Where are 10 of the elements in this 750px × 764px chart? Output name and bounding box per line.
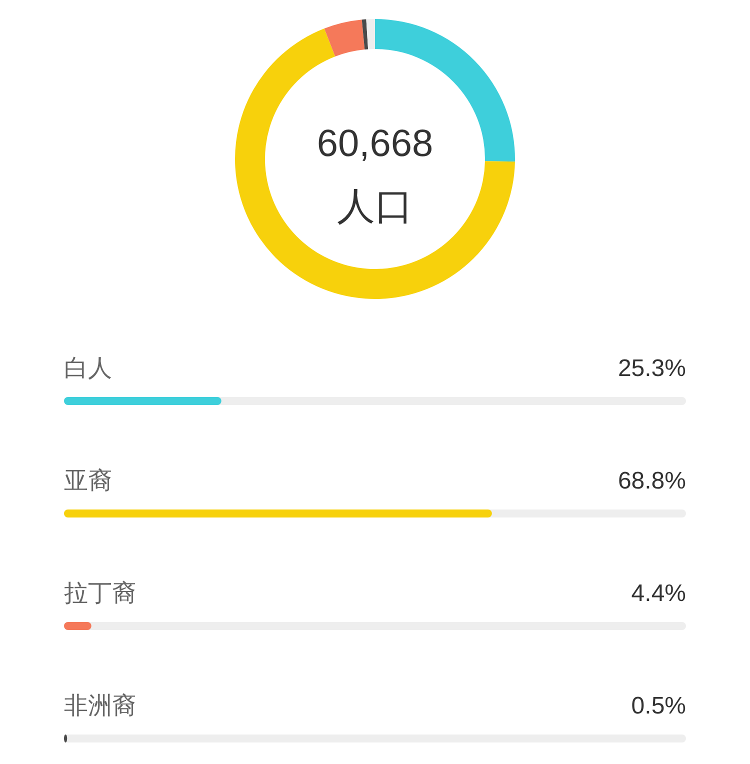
y-tick-label: 拉丁裔 [64, 580, 136, 607]
y-tick-label: 亚裔 [64, 468, 112, 494]
y-tick-label: 非洲裔 [64, 692, 136, 720]
data-label: 0.5% [631, 692, 686, 720]
data-label: 68.8% [618, 468, 686, 494]
text: 人口 [337, 186, 413, 228]
data-label: 25.3% [618, 355, 686, 382]
data-label: 4.4% [631, 580, 686, 607]
y-tick-label: 白人 [64, 355, 112, 382]
text: 60,668 [316, 123, 434, 165]
